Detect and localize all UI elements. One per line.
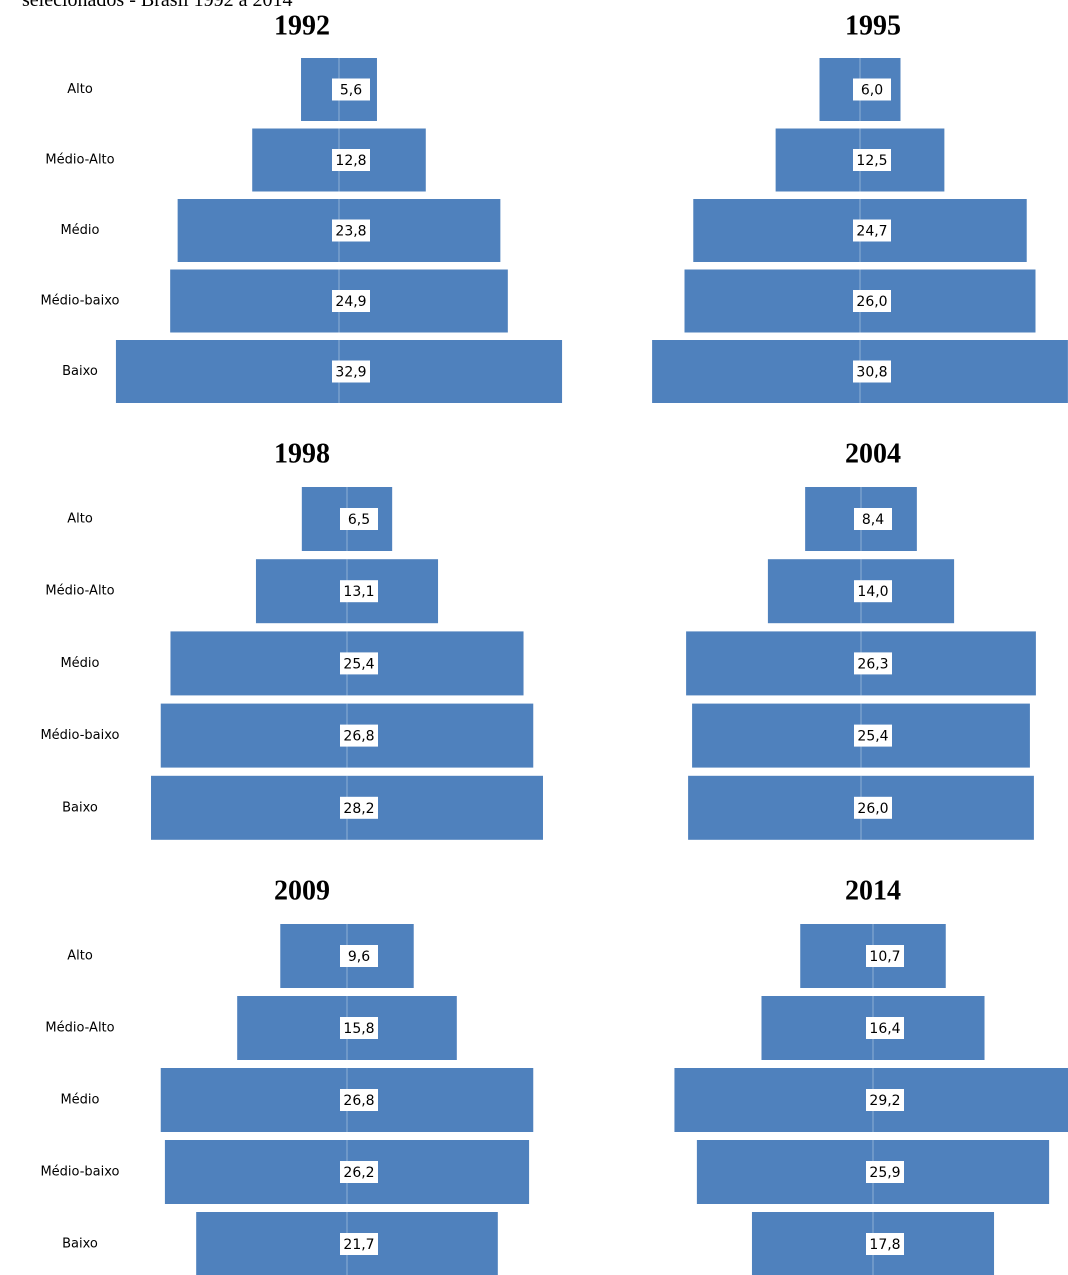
value-label-box — [340, 724, 378, 747]
value-label-box — [340, 1017, 378, 1039]
pyramid-chart: 2009 9,6 Alto 15,8 Médio-Alto 26,8 Médio 26,2 Mé… — [40, 875, 534, 1275]
category-label: Médio — [60, 1093, 99, 1108]
pyramid-chart: 1992 5,6 Alto 12,8 Médio-Alto 23,8 Médio 24,9 Mé… — [40, 10, 563, 403]
value-label-box — [854, 652, 892, 675]
value-label-box — [340, 652, 378, 675]
value-label-box — [332, 78, 370, 101]
value-label: 23,8 — [335, 224, 366, 240]
value-label-box — [854, 724, 892, 747]
pyramid-chart: 2004 8,4 14,0 26,3 25,4 26,0 — [686, 438, 1036, 840]
value-label: 24,7 — [856, 224, 887, 240]
value-label: 26,2 — [343, 1165, 374, 1181]
chart-title: 2004 — [845, 438, 901, 469]
value-label-box — [854, 580, 892, 603]
value-label-box — [853, 360, 891, 383]
value-label-box — [340, 796, 378, 819]
value-label-box — [854, 508, 892, 530]
pyramid-chart: 1995 6,0 12,5 24,7 26,0 30,8 — [652, 10, 1068, 403]
value-label: 16,4 — [869, 1021, 900, 1037]
chart-title: 2014 — [845, 875, 901, 906]
value-label-box — [853, 219, 891, 242]
category-label: Baixo — [62, 1237, 98, 1252]
value-label-box — [853, 78, 891, 101]
value-label: 26,0 — [856, 294, 887, 310]
value-label: 26,0 — [857, 801, 888, 817]
category-label: Médio-baixo — [40, 294, 119, 309]
value-label: 24,9 — [335, 294, 366, 310]
category-label: Médio-baixo — [40, 1165, 119, 1180]
value-label-box — [340, 508, 378, 530]
value-label-box — [340, 945, 378, 967]
category-label: Médio-baixo — [40, 728, 119, 743]
value-label: 30,8 — [856, 365, 887, 381]
value-label-box — [332, 290, 370, 312]
value-label: 25,4 — [857, 729, 888, 745]
value-label: 8,4 — [862, 512, 884, 528]
value-label-box — [853, 290, 891, 312]
value-label-box — [853, 149, 891, 171]
value-label-box — [866, 945, 904, 967]
value-label-box — [332, 149, 370, 171]
pyramid-chart: 1998 6,5 Alto 13,1 Médio-Alto 25,4 Médio 26,8 Mé… — [40, 438, 543, 840]
value-label-box — [340, 1089, 378, 1111]
chart-title: 1992 — [274, 10, 330, 41]
value-label: 10,7 — [869, 949, 900, 965]
value-label: 25,4 — [343, 656, 374, 672]
value-label: 25,9 — [869, 1165, 900, 1181]
value-label-box — [340, 1233, 378, 1255]
value-label-box — [866, 1233, 904, 1255]
chart-title: 2009 — [274, 875, 330, 906]
value-label-box — [332, 219, 370, 242]
category-label: Médio-Alto — [45, 1021, 114, 1036]
category-label: Alto — [67, 512, 93, 527]
category-label: Médio — [60, 223, 99, 238]
value-label-box — [866, 1089, 904, 1111]
value-label: 9,6 — [348, 949, 370, 965]
value-label: 26,3 — [857, 656, 888, 672]
value-label: 32,9 — [335, 365, 366, 381]
value-label: 28,2 — [343, 801, 374, 817]
chart-title: 1995 — [845, 10, 901, 41]
value-label: 26,8 — [343, 1093, 374, 1109]
category-label: Baixo — [62, 364, 98, 379]
value-label: 12,8 — [335, 153, 366, 169]
value-label-box — [866, 1161, 904, 1183]
category-label: Médio — [60, 656, 99, 671]
value-label: 14,0 — [857, 584, 888, 600]
value-label: 17,8 — [869, 1237, 900, 1253]
pyramid-chart: 2014 10,7 16,4 29,2 25,9 17,8 — [674, 875, 1068, 1275]
value-label: 6,0 — [861, 83, 883, 99]
page-header: selecionados - Brasil 1992 a 2014 — [22, 0, 293, 11]
value-label: 21,7 — [343, 1237, 374, 1253]
category-label: Médio-Alto — [45, 584, 114, 599]
value-label: 29,2 — [869, 1093, 900, 1109]
value-label-box — [332, 360, 370, 383]
value-label-box — [866, 1017, 904, 1039]
value-label-box — [340, 1161, 378, 1183]
value-label-box — [854, 796, 892, 819]
category-label: Baixo — [62, 800, 98, 815]
category-label: Alto — [67, 82, 93, 97]
value-label: 5,6 — [340, 83, 362, 99]
category-label: Alto — [67, 949, 93, 964]
value-label: 6,5 — [348, 512, 370, 528]
value-label: 12,5 — [856, 153, 887, 169]
value-label: 26,8 — [343, 729, 374, 745]
category-label: Médio-Alto — [45, 153, 114, 168]
value-label: 13,1 — [343, 584, 374, 600]
value-label: 15,8 — [343, 1021, 374, 1037]
chart-title: 1998 — [274, 438, 330, 469]
value-label-box — [340, 580, 378, 603]
